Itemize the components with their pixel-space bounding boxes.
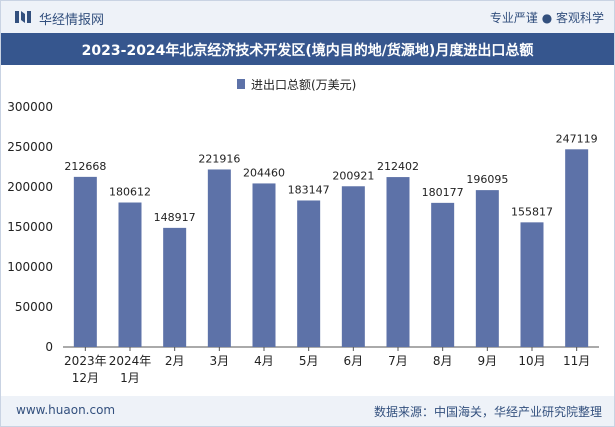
legend-label: 进出口总额(万美元)	[251, 78, 356, 92]
y-tick-label: 250000	[7, 140, 53, 154]
data-label: 221916	[198, 152, 240, 165]
chart-title: 2023-2024年北京经济技术开发区(境内目的地/货源地)月度进出口总额	[81, 43, 534, 59]
bar	[163, 227, 187, 347]
legend-swatch	[237, 79, 245, 89]
brand-name: 华经情报网	[39, 13, 105, 28]
y-tick-label: 150000	[7, 220, 53, 234]
x-tick-label: 7月	[388, 354, 408, 368]
data-label: 183147	[288, 183, 330, 196]
data-label: 180612	[109, 186, 151, 199]
x-tick-label: 8月	[433, 354, 453, 368]
bar	[565, 149, 589, 347]
bar	[386, 177, 410, 347]
x-tick-label: 1月	[120, 371, 140, 385]
bar-chart: 进出口总额(万美元) 0 50000 100000 150000 200000 25000…	[7, 78, 599, 385]
brand-slogan: 专业严谨 ● 客观科学	[489, 11, 604, 25]
x-tick-label: 3月	[210, 354, 230, 368]
x-tick-label: 6月	[344, 354, 364, 368]
bar	[475, 190, 499, 347]
x-tick-label: 10月	[518, 354, 545, 368]
y-tick-label: 300000	[7, 100, 53, 114]
y-tick-label: 100000	[7, 260, 53, 274]
footer-source: 数据来源：中国海关，华经产业研究院整理	[373, 405, 602, 419]
bar	[118, 202, 142, 347]
legend: 进出口总额(万美元)	[237, 78, 356, 92]
data-label: 247119	[556, 132, 598, 145]
x-tick-label: 12月	[72, 371, 99, 385]
x-tick-label: 4月	[254, 354, 274, 368]
x-tick-label: 5月	[299, 354, 319, 368]
brand-logo-icon	[15, 11, 31, 23]
bar	[431, 202, 455, 347]
bar	[207, 169, 231, 347]
data-label: 196095	[466, 173, 508, 186]
data-label: 180177	[422, 186, 464, 199]
brand-bar: 华经情报网 专业严谨 ● 客观科学	[1, 1, 614, 33]
x-axis: 2023年 12月 2024年 1月 2月 3月 4月 5月 6月 7月 8月 9月 10月 11月	[64, 347, 590, 385]
bars	[73, 149, 589, 347]
bar	[252, 183, 276, 347]
y-tick-label: 0	[45, 340, 53, 354]
data-label: 200921	[332, 169, 374, 182]
bar	[297, 200, 321, 347]
y-tick-label: 50000	[15, 300, 53, 314]
title-bar: 2023-2024年北京经济技术开发区(境内目的地/货源地)月度进出口总额	[1, 33, 614, 65]
y-axis: 0 50000 100000 150000 200000 250000 300000	[7, 100, 53, 354]
footer-bar: www.huaon.com 数据来源：中国海关，华经产业研究院整理	[1, 396, 614, 426]
data-label: 212668	[64, 160, 106, 173]
bar	[73, 176, 97, 347]
bar	[341, 186, 365, 347]
x-tick-label: 2024年	[109, 354, 152, 368]
data-label: 148917	[154, 211, 196, 224]
data-label: 212402	[377, 160, 419, 173]
data-label: 155817	[511, 205, 553, 218]
x-tick-label: 2023年	[64, 354, 107, 368]
y-tick-label: 200000	[7, 180, 53, 194]
footer-website: www.huaon.com	[16, 403, 116, 417]
x-tick-label: 11月	[563, 354, 590, 368]
bar	[520, 222, 544, 347]
x-tick-label: 2月	[165, 354, 185, 368]
x-tick-label: 9月	[478, 354, 498, 368]
data-label: 204460	[243, 166, 285, 179]
